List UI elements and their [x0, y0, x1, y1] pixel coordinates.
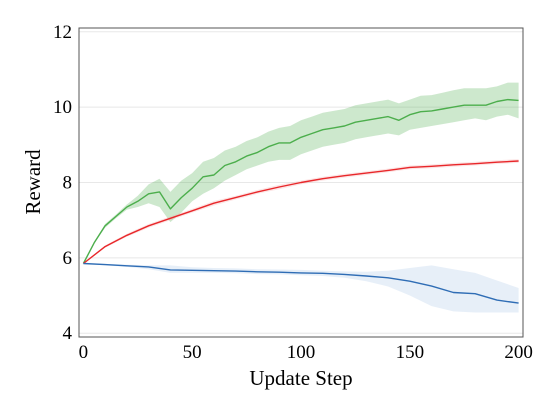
y-tick-label: 4 [63, 323, 73, 344]
y-axis-ticks: 4 6 8 10 12 [53, 22, 73, 344]
x-tick-label: 0 [79, 342, 89, 363]
y-tick-label: 10 [53, 97, 72, 118]
series-2-band [83, 263, 519, 313]
series-lines [82, 98, 519, 304]
y-axis-label: Reward [21, 149, 45, 215]
series-2-line [83, 262, 519, 304]
y-tick-label: 12 [53, 22, 72, 43]
x-tick-label: 150 [396, 342, 425, 363]
x-tick-label: 50 [183, 342, 202, 363]
y-tick-label: 8 [63, 173, 73, 194]
x-tick-label: 200 [504, 342, 533, 363]
series-1-line [82, 160, 519, 265]
confidence-bands [83, 82, 519, 313]
x-axis-label: Update Step [249, 366, 352, 390]
plot-frame [78, 27, 524, 338]
series-1-band [83, 159, 519, 264]
series-0-line [82, 98, 519, 264]
series-0-band [83, 82, 519, 264]
y-tick-label: 6 [63, 248, 73, 269]
x-tick-label: 100 [287, 342, 316, 363]
x-axis-ticks: 0 50 100 150 200 [79, 342, 533, 363]
